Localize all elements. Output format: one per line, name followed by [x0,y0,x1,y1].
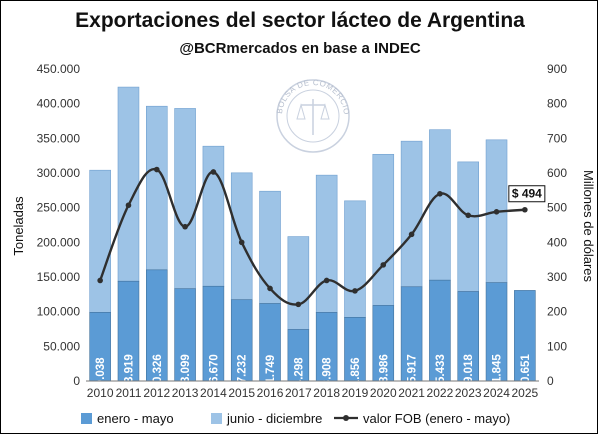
point-valor-fob [125,202,132,209]
bar-junio-diciembre [174,108,196,290]
point-valor-fob [493,209,500,215]
point-valor-fob [323,277,330,284]
y2-tick-label: 100 [547,339,567,353]
y-tick-label: 400.000 [37,97,81,111]
y2-tick-label: 600 [547,166,567,180]
bar-junio-diciembre [146,105,168,271]
line-valor-fob [99,167,525,306]
bar-data-label: 74.298 [293,357,305,393]
y-tick-label: 450.000 [37,62,81,76]
y2-tick-label: 800 [547,97,567,111]
x-tick-label: 2017 [285,386,312,400]
x-tick-label: 2025 [511,386,538,400]
bar-data-label: 135.917 [407,354,419,396]
y2-tick-label: 0 [547,374,554,388]
bar-junio-diciembre [372,153,395,306]
point-valor-fob [380,262,387,268]
y2-tick-label: 200 [547,305,567,319]
y-tick-label: 0 [73,374,80,388]
bar-data-label: 160.326 [152,354,164,396]
bar-junio-diciembre [344,200,366,318]
legend-label-enero-mayo: enero - mayo [97,411,174,426]
bar-data-label: 91.856 [350,357,362,392]
y2-axis-label: Millones de dólares [581,170,596,283]
legend: enero - mayo junio - diciembre valor FOB… [81,411,510,426]
x-tick-label: 2020 [370,386,397,400]
x-tick-label: 2011 [116,386,142,400]
point-valor-fob [408,231,415,238]
bar-data-label: 130.651 [520,354,532,396]
legend-swatch-junio-diciembre [211,413,222,424]
bar-data-label: 141.845 [492,354,504,396]
bar-data-label: 111.749 [265,355,277,395]
bar-data-label: 99.038 [95,357,107,393]
x-tick-label: 2023 [455,386,482,400]
bar-junio-diciembre [429,129,451,281]
x-tick-label: 2010 [87,386,114,400]
point-valor-fob [437,191,443,197]
legend-swatch-enero-mayo [81,413,92,424]
x-tick-label: 2018 [313,386,340,400]
y-tick-label: 250.000 [37,201,81,215]
bar-data-label: 129.018 [463,354,475,396]
bar-data-label: 145.433 [435,354,447,396]
point-valor-fob [210,169,217,175]
x-tick-label: 2015 [228,386,255,400]
x-tick-label: 2014 [200,386,227,400]
point-valor-fob [352,288,358,294]
callout-box [508,185,546,203]
bar-data-label: 136.670 [208,354,220,396]
point-valor-fob [153,166,160,173]
y-tick-label: 350.000 [37,131,81,145]
legend-marker-valor-fob [343,415,349,421]
y2-tick-label: 400 [547,235,567,249]
bar-data-label: 133.099 [180,354,192,396]
x-tick-label: 2012 [143,386,170,400]
x-tick-label: 2013 [172,386,199,400]
plot-area: 0 50.000 100.000 150.000 200.000 250.000 300.0… [37,62,568,400]
bar-junio-diciembre [202,145,225,287]
y-tick-label: 150.000 [37,270,81,284]
x-tick-label: 2019 [342,386,369,400]
x-tick-label: 2021 [398,386,425,400]
y2-tick-label: 500 [547,201,567,215]
x-tick-label: 2016 [257,386,284,400]
point-valor-fob [267,285,273,292]
point-valor-fob [182,223,188,230]
point-valor-fob [295,301,302,308]
chart-title: Exportaciones del sector lácteo de Argen… [75,9,525,32]
bar-junio-diciembre [117,86,140,282]
legend-label-junio-diciembre: junio - diciembre [226,411,322,426]
x-tick-label: 2022 [427,386,454,400]
bar-junio-diciembre [315,174,338,313]
chart-subtitle: @BCRmercados en base a INDEC [179,40,421,57]
y2-tick-label: 900 [547,62,567,76]
y-tick-label: 300.000 [37,166,81,180]
y-tick-label: 100.000 [37,305,81,319]
point-valor-fob [522,206,528,213]
y-tick-label: 50.000 [43,339,80,353]
y2-tick-label: 300 [547,270,567,284]
callout-label: $ 494 [512,187,542,201]
y2-tick-label: 700 [547,131,567,145]
bar-data-label: 143.919 [123,354,135,396]
bar-junio-diciembre [457,161,479,292]
bar-junio-diciembre [400,140,423,288]
x-tick-label: 2024 [483,386,510,400]
point-valor-fob [465,212,472,219]
bar-data-label: 108.986 [378,354,390,396]
bar-junio-diciembre [89,169,111,313]
point-valor-fob [238,239,245,246]
bar-data-label: 98.908 [322,357,334,393]
y-tick-label: 200.000 [37,235,81,249]
bar-junio-diciembre [287,236,310,330]
legend-label-valor-fob: valor FOB (enero - mayo) [363,411,510,426]
bar-junio-diciembre [230,172,253,301]
y-axis-label: Toneladas [11,196,26,256]
point-valor-fob [97,277,103,284]
bar-data-label: 117.232 [237,355,249,396]
